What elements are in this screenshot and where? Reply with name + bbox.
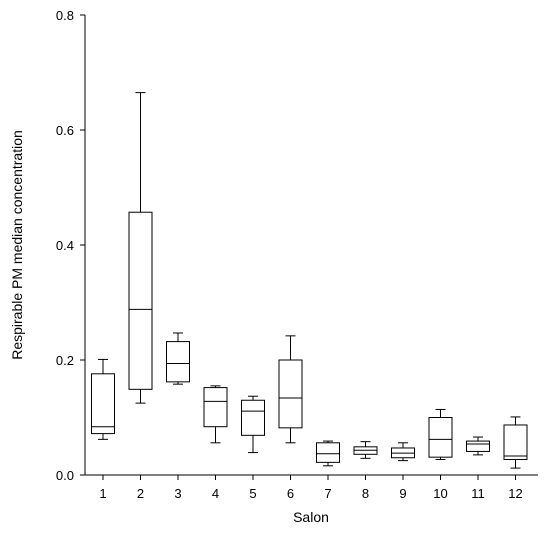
box-salon-10 bbox=[428, 408, 453, 460]
x-tick-label: 7 bbox=[324, 486, 331, 501]
x-tick-label: 6 bbox=[287, 486, 294, 501]
box-salon-2 bbox=[128, 92, 153, 404]
box-salon-5 bbox=[241, 395, 265, 454]
iqr-box bbox=[503, 424, 528, 460]
boxes bbox=[91, 92, 528, 469]
x-tick-label: 5 bbox=[249, 486, 256, 501]
y-tick-label: 0.0 bbox=[56, 468, 74, 483]
y-tick-label: 0.6 bbox=[56, 123, 74, 138]
iqr-box bbox=[428, 417, 453, 458]
y-tick-label: 0.4 bbox=[56, 238, 74, 253]
x-tick-label: 12 bbox=[508, 486, 522, 501]
box-salon-12 bbox=[503, 416, 528, 469]
box-salon-7 bbox=[316, 440, 340, 467]
iqr-box bbox=[203, 387, 228, 428]
y-tick-label: 0.2 bbox=[56, 353, 74, 368]
iqr-box bbox=[241, 399, 265, 436]
y-axis-title: Respirable PM median concentration bbox=[9, 130, 25, 360]
x-ticks: 1 2 3 4 5 6 7 8 9 10 11 12 bbox=[99, 475, 523, 501]
box-salon-1 bbox=[91, 358, 115, 440]
x-tick-label: 8 bbox=[362, 486, 369, 501]
iqr-box bbox=[91, 373, 115, 435]
iqr-box bbox=[278, 359, 303, 429]
x-tick-label: 4 bbox=[212, 486, 219, 501]
y-ticks: 0.0 0.2 0.4 0.6 0.8 bbox=[56, 8, 85, 483]
x-tick-label: 3 bbox=[174, 486, 181, 501]
box-salon-8 bbox=[353, 441, 378, 459]
box-salon-3 bbox=[166, 332, 190, 385]
x-tick-label: 9 bbox=[399, 486, 406, 501]
box-salon-6 bbox=[278, 335, 303, 444]
x-tick-label: 11 bbox=[471, 486, 485, 501]
box-salon-9 bbox=[391, 442, 415, 462]
iqr-box bbox=[166, 341, 190, 383]
iqr-box bbox=[466, 440, 490, 452]
x-tick-label: 10 bbox=[433, 486, 447, 501]
y-tick-label: 0.8 bbox=[56, 8, 74, 23]
iqr-box bbox=[316, 442, 340, 463]
box-salon-4 bbox=[203, 385, 228, 444]
x-axis-title: Salon bbox=[293, 509, 329, 525]
box-salon-11 bbox=[466, 436, 490, 456]
x-tick-label: 1 bbox=[99, 486, 106, 501]
x-tick-label: 2 bbox=[137, 486, 144, 501]
iqr-box bbox=[128, 211, 153, 390]
